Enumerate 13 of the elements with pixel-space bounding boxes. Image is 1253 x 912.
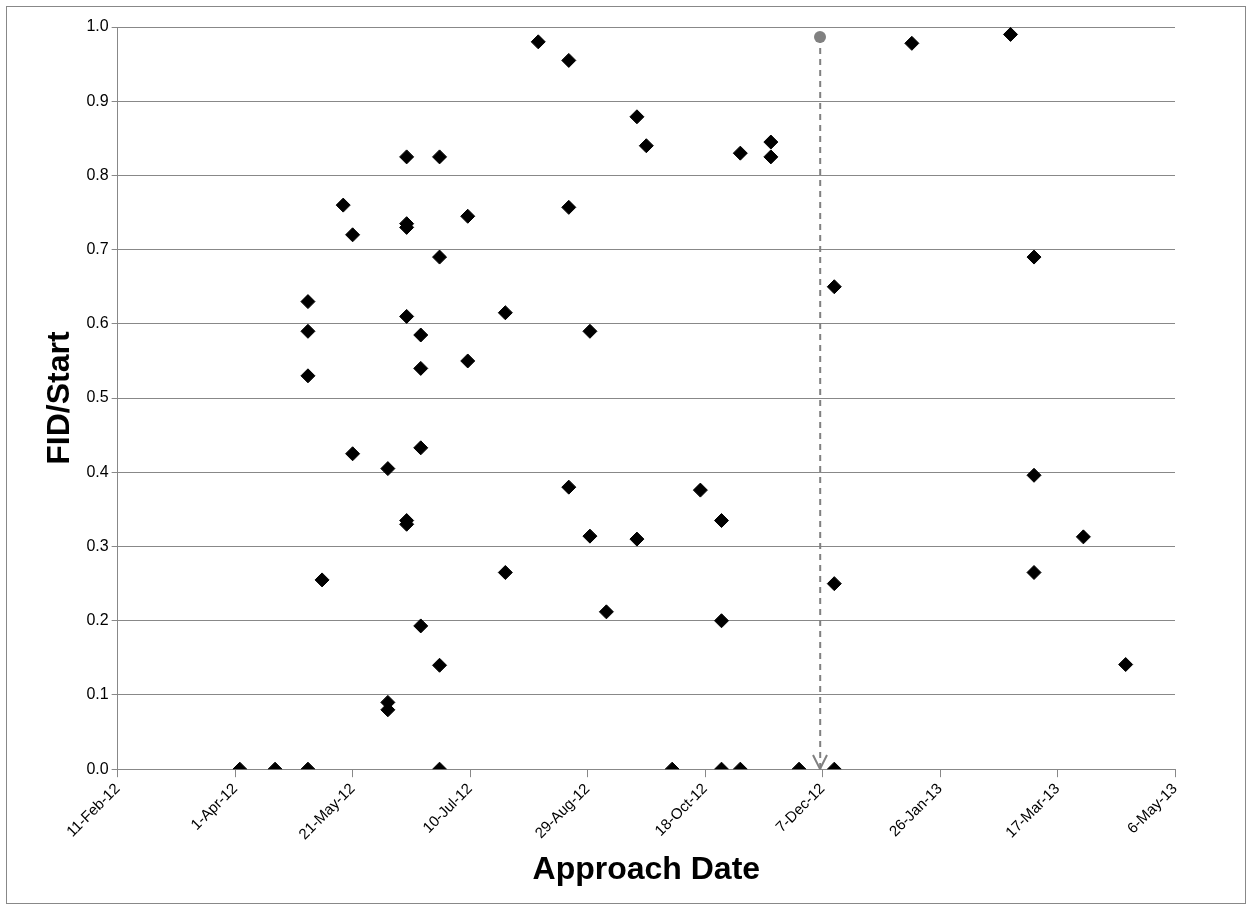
y-tick-label: 0.1 [86, 685, 109, 703]
y-tick-label: 0.0 [86, 759, 109, 777]
y-tick-label: 0.5 [86, 388, 109, 406]
x-axis-title: Approach Date [532, 849, 761, 886]
y-tick-label: 0.9 [86, 91, 109, 109]
y-tick-label: 0.7 [86, 240, 109, 258]
y-tick-label: 0.2 [86, 611, 109, 629]
y-tick-label: 0.3 [86, 536, 109, 554]
y-axis-title: FID/Start [40, 331, 77, 465]
y-tick-label: 0.8 [86, 165, 109, 183]
y-tick-label: 0.6 [86, 314, 109, 332]
y-tick-label: 1.0 [86, 17, 109, 35]
y-tick-label: 0.4 [86, 462, 109, 480]
